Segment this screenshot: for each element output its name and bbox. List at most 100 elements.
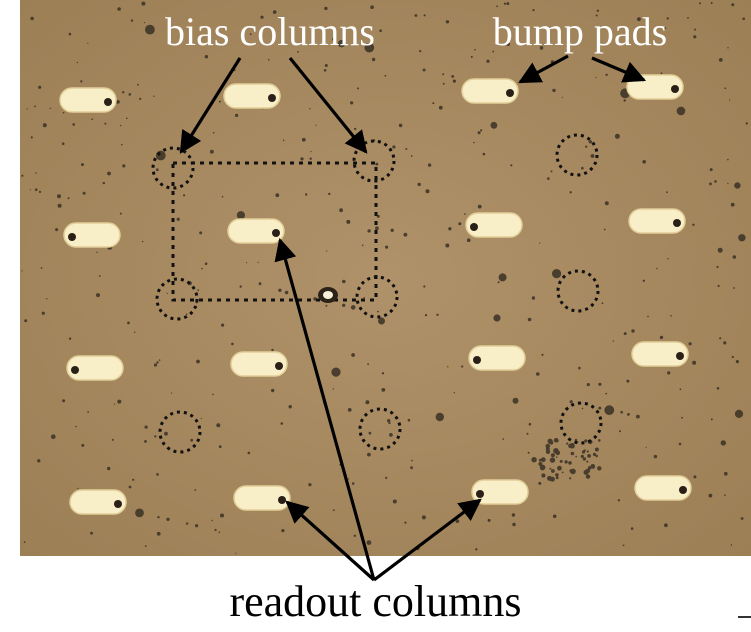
debris-speck [717, 284, 720, 288]
debris-speck [631, 329, 635, 333]
debris-speck [377, 310, 379, 313]
debris-speck [375, 226, 379, 231]
debris-speck [211, 519, 213, 522]
debris-speck [432, 102, 435, 105]
debris-speck [694, 28, 697, 31]
debris-speck [538, 481, 542, 485]
debris-speck [272, 10, 277, 14]
bump-pad [230, 351, 288, 377]
debris-speck [595, 76, 597, 78]
debris-speck [423, 14, 426, 17]
debris-speck [365, 400, 370, 405]
debris-speck [667, 371, 671, 375]
debris-speck [117, 399, 122, 404]
arrow-readout-3 [373, 498, 482, 582]
debris-speck [422, 68, 426, 72]
debris-speck [586, 450, 589, 453]
debris-speck [80, 80, 83, 83]
bump-pad [465, 212, 523, 238]
debris-speck [740, 517, 744, 520]
bump-pad [634, 475, 692, 501]
debris-speck [622, 544, 625, 547]
debris-speck [387, 419, 391, 423]
debris-speck [190, 438, 194, 442]
debris-speck [539, 242, 541, 244]
debris-speck [154, 435, 157, 438]
debris-speck [527, 317, 532, 322]
debris-speck [30, 16, 34, 21]
debris-speck [627, 413, 630, 416]
debris-speck [549, 467, 552, 470]
debris-speck [121, 143, 123, 146]
debris-speck [442, 73, 445, 76]
debris-speck [498, 43, 501, 46]
debris-speck [445, 243, 450, 248]
debris-speck [586, 460, 589, 463]
debris-speck [42, 123, 47, 128]
debris-speck [156, 473, 159, 476]
debris-speck [555, 473, 559, 477]
debris-speck [297, 51, 299, 53]
bump-pad [471, 479, 529, 505]
debris-speck [511, 513, 516, 517]
debris-speck [221, 195, 224, 198]
debris-speck [351, 482, 355, 485]
debris-speck [61, 142, 65, 145]
debris-speck [76, 61, 79, 64]
debris-speck [40, 267, 43, 269]
debris-speck [49, 107, 51, 110]
debris-speck [176, 217, 180, 221]
debris-speck [350, 305, 356, 310]
debris-speck [120, 124, 122, 127]
debris-speck [156, 361, 159, 364]
debris-speck [461, 365, 464, 368]
debris-speck [552, 88, 556, 93]
debris-speck [62, 399, 66, 403]
dotted-circle [352, 139, 396, 183]
debris-speck [214, 528, 217, 532]
debris-speck [550, 453, 556, 458]
debris-speck [724, 87, 727, 90]
debris-speck [555, 476, 559, 480]
debris-speck [730, 202, 735, 207]
debris-speck [117, 7, 121, 11]
debris-speck [390, 228, 394, 232]
debris-speck [585, 474, 591, 479]
debris-speck [531, 296, 536, 300]
debris-speck [424, 314, 428, 317]
debris-speck [688, 342, 692, 346]
debris-speck [392, 145, 396, 149]
debris-speck [245, 262, 248, 264]
debris-speck [541, 473, 546, 478]
debris-speck [733, 287, 735, 289]
bump-pad [233, 485, 291, 511]
debris-speck [506, 2, 510, 6]
debris-speck [527, 451, 530, 454]
debris-speck [57, 194, 61, 199]
debris-speck [692, 223, 695, 226]
debris-speck [143, 22, 146, 24]
debris-speck [21, 174, 24, 177]
debris-speck [745, 122, 748, 125]
debris-speck [116, 100, 120, 104]
unit-cell-dotted-rectangle [171, 161, 378, 302]
debris-speck [144, 425, 148, 429]
debris-speck [732, 255, 737, 259]
debris-speck [709, 182, 712, 186]
debris-speck [659, 335, 664, 340]
debris-speck [107, 466, 111, 471]
debris-speck [512, 397, 519, 404]
debris-speck [378, 317, 385, 325]
debris-speck [218, 100, 221, 103]
debris-speck [122, 164, 126, 168]
debris-speck [363, 296, 365, 299]
debris-speck [623, 99, 626, 102]
bump-pad [461, 78, 519, 104]
debris-speck [729, 99, 731, 101]
debris-speck [569, 477, 572, 480]
dotted-circle [556, 269, 600, 313]
debris-speck [235, 552, 237, 554]
debris-speck [503, 2, 506, 5]
debris-speck [590, 154, 595, 158]
debris-speck [601, 302, 604, 305]
